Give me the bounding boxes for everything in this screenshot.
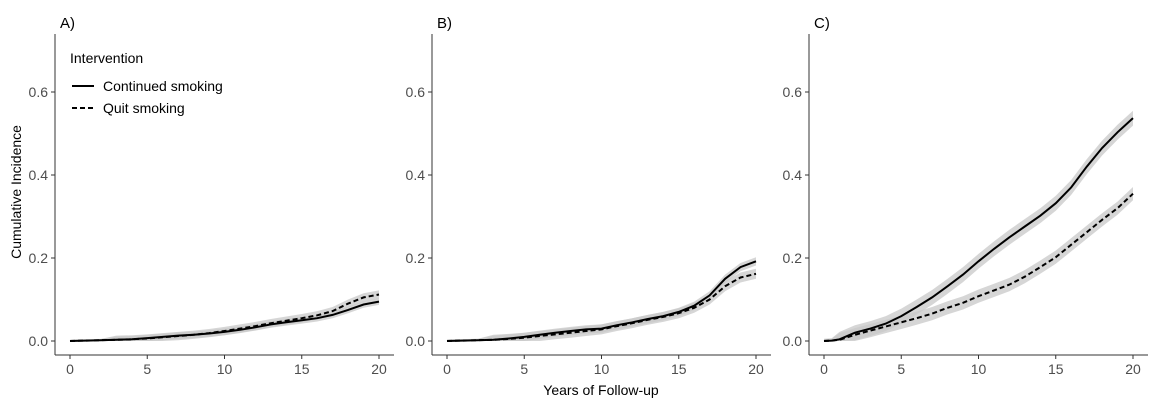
panel-b-x-tick-label: 20 (748, 361, 764, 377)
y-axis-title: Cumulative Incidence (8, 125, 24, 259)
panel-b-y-tick-label: 0.0 (406, 333, 426, 349)
legend-label-continued-smoking: Continued smoking (103, 78, 223, 94)
panel-a-y-tick-label: 0.4 (29, 167, 49, 183)
panel-c-x-tick-label: 20 (1125, 361, 1141, 377)
panel-c-y-tick-label: 0.0 (783, 333, 803, 349)
panel-b-y-tick-label: 0.2 (406, 250, 426, 266)
panel-b-x-tick-label: 0 (443, 361, 451, 377)
panel-b-lines (446, 260, 757, 342)
panel-a-x-tick-label: 10 (217, 361, 233, 377)
panel-b-x-tick-label: 5 (520, 361, 528, 377)
panel-c-line-quit-smoking (823, 192, 1134, 342)
panel-b-tag: B) (437, 15, 452, 32)
panel-c-y-tick-label: 0.6 (783, 84, 803, 100)
panel-b-line-quit-smoking (446, 272, 757, 342)
panel-b-axes: 0 5 10 15 20 0.0 0.2 0.4 0.6 (406, 34, 771, 377)
panel-a-tag: A) (60, 15, 75, 32)
panel-b-y-tick-label: 0.6 (406, 84, 426, 100)
panel-a-y-tick-label: 0.0 (29, 333, 49, 349)
panel-c-x-tick-label: 10 (971, 361, 987, 377)
panel-b-y-tick-label: 0.4 (406, 167, 426, 183)
panel-c: C) 0 5 10 15 20 0.0 0.2 0.4 0.6 (783, 15, 1148, 377)
panel-a-y-tick-label: 0.2 (29, 250, 49, 266)
panel-c-lines (823, 117, 1134, 342)
panel-b-x-tick-label: 15 (671, 361, 687, 377)
panel-c-bands (824, 110, 1133, 341)
panel-c-y-tick-label: 0.2 (783, 250, 803, 266)
x-axis-title: Years of Follow-up (543, 382, 659, 398)
panel-c-tag: C) (814, 15, 830, 32)
panel-c-y-tick-label: 0.4 (783, 167, 803, 183)
panel-a-lines (69, 293, 380, 342)
panel-c-x-tick-label: 0 (820, 361, 828, 377)
panel-a-line-quit-smoking (69, 293, 380, 342)
panel-b-x-tick-label: 10 (594, 361, 610, 377)
panel-a-x-tick-label: 5 (143, 361, 151, 377)
panel-a-x-tick-label: 15 (294, 361, 310, 377)
legend: Intervention Continued smoking Quit smok… (70, 50, 223, 116)
panel-c-axes: 0 5 10 15 20 0.0 0.2 0.4 0.6 (783, 34, 1148, 377)
legend-label-quit-smoking: Quit smoking (103, 100, 185, 116)
panel-c-x-tick-label: 15 (1048, 361, 1064, 377)
panel-a-axes: 0 5 10 15 20 0.0 0.2 0.4 0.6 (29, 34, 394, 377)
panel-c-line-continued-smoking (823, 117, 1134, 342)
panel-a-x-tick-label: 20 (371, 361, 387, 377)
panel-b: B) 0 5 10 15 20 0.0 0.2 0.4 0.6 (406, 15, 771, 377)
legend-title: Intervention (70, 50, 143, 66)
panel-a-y-tick-label: 0.6 (29, 84, 49, 100)
panel-a-x-tick-label: 0 (66, 361, 74, 377)
panel-a: A) 0 5 10 15 20 0.0 0.2 0.4 0.6 (29, 15, 394, 377)
panel-c-x-tick-label: 5 (897, 361, 905, 377)
